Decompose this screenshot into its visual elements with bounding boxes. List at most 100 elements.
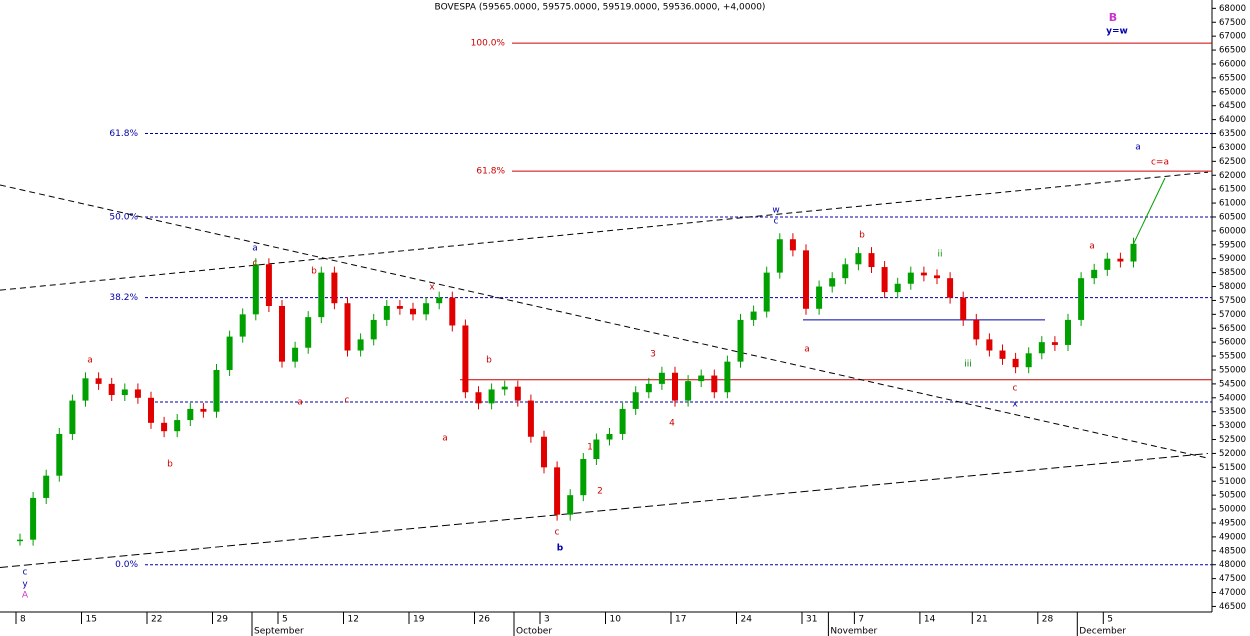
month-label: September xyxy=(254,627,304,636)
price-bar xyxy=(370,319,377,340)
y-tick-label: 63500 xyxy=(1219,129,1246,139)
price-bar xyxy=(737,319,744,362)
price-bar xyxy=(750,311,757,320)
y-tick-label: 53000 xyxy=(1219,421,1246,431)
x-tick-label: 29 xyxy=(217,615,229,625)
price-bar xyxy=(829,278,836,287)
price-bar xyxy=(213,369,220,412)
price-bar xyxy=(868,253,875,268)
y-tick-label: 62000 xyxy=(1219,171,1246,181)
wave-label: a xyxy=(804,345,810,355)
y-tick-label: 65000 xyxy=(1219,87,1246,97)
wave-label: iii xyxy=(964,360,972,370)
wave-label: 1 xyxy=(587,443,593,453)
price-bar xyxy=(1104,258,1111,270)
price-bar xyxy=(475,392,482,404)
y-tick-label: 61500 xyxy=(1219,185,1246,195)
y-tick-label: 52500 xyxy=(1219,435,1246,445)
x-tick-label: 31 xyxy=(806,615,817,625)
wave-label: a xyxy=(1089,242,1095,252)
price-bar xyxy=(907,272,914,284)
projection xyxy=(1133,177,1166,245)
wave-label: c xyxy=(23,568,28,578)
y-tick-label: 60000 xyxy=(1219,226,1246,236)
wave-label: c xyxy=(774,217,779,227)
price-bar xyxy=(999,350,1006,359)
wave-label: a xyxy=(87,356,93,366)
price-bar xyxy=(960,297,967,320)
chart-title: BOVESPA (59565.0000, 59575.0000, 59519.0… xyxy=(435,3,766,13)
price-bar xyxy=(711,375,718,393)
price-bar xyxy=(1012,358,1019,368)
price-bar xyxy=(501,386,508,390)
price-bar xyxy=(1038,342,1045,354)
price-bar xyxy=(1051,342,1058,345)
x-tick-label: 17 xyxy=(675,615,686,625)
price-bar xyxy=(148,397,154,423)
x-tick-label: 5 xyxy=(1107,615,1113,625)
y-tick-label: 62500 xyxy=(1219,157,1246,167)
price-bar xyxy=(318,272,325,318)
price-bar xyxy=(187,408,194,421)
price-bar xyxy=(344,303,351,351)
x-tick-label: 21 xyxy=(976,615,987,625)
price-bar xyxy=(986,339,993,351)
trendline xyxy=(0,184,1209,459)
y-tick-label: 56500 xyxy=(1219,324,1246,334)
price-bar xyxy=(1091,269,1098,279)
wave-label: x xyxy=(1012,400,1018,410)
price-bar xyxy=(606,433,613,440)
x-tick-label: 15 xyxy=(86,615,97,625)
y-tick-label: 51500 xyxy=(1219,463,1246,473)
y-tick-label: 51000 xyxy=(1219,477,1246,487)
price-bar xyxy=(396,306,403,309)
price-bar xyxy=(462,325,469,393)
wave-label: b xyxy=(557,544,564,554)
y-tick-label: 57000 xyxy=(1219,310,1246,320)
price-bar xyxy=(514,386,521,401)
x-tick-label: 5 xyxy=(282,615,288,625)
wave-label: c xyxy=(253,259,258,269)
price-bar xyxy=(803,250,809,309)
wave-label: c=a xyxy=(1151,158,1169,168)
price-bar xyxy=(161,422,168,432)
y-tick-label: 58000 xyxy=(1219,282,1246,292)
price-bar xyxy=(763,272,770,312)
x-tick-label: 19 xyxy=(413,615,425,625)
price-bar xyxy=(776,239,783,273)
price-bar xyxy=(672,372,678,401)
price-bar xyxy=(331,272,338,304)
price-bar xyxy=(17,539,23,542)
price-bar xyxy=(580,459,587,496)
price-bar xyxy=(95,378,102,384)
price-bar xyxy=(842,264,849,279)
wave-label: B xyxy=(1109,11,1117,24)
y-tick-label: 68000 xyxy=(1219,4,1246,14)
y-tick-label: 64000 xyxy=(1219,115,1246,125)
price-bar xyxy=(1078,278,1085,320)
y-tick-label: 55500 xyxy=(1219,352,1246,362)
y-tick-label: 47500 xyxy=(1219,574,1246,584)
price-bar xyxy=(920,272,927,276)
price-bar xyxy=(69,400,76,434)
price-bar xyxy=(1117,258,1124,262)
price-bar xyxy=(619,408,626,434)
x-tick-label: 14 xyxy=(924,615,936,625)
wave-label: c xyxy=(555,528,560,538)
trendline xyxy=(0,171,1209,291)
price-bar xyxy=(200,408,207,412)
price-bar xyxy=(108,383,115,396)
price-bar xyxy=(855,253,862,265)
price-bar xyxy=(567,495,574,515)
wave-label: c xyxy=(1013,384,1018,394)
price-bar xyxy=(252,264,259,315)
y-tick-label: 47000 xyxy=(1219,588,1246,598)
y-tick-label: 52000 xyxy=(1219,449,1246,459)
price-bar xyxy=(724,361,731,393)
price-bar xyxy=(82,378,89,401)
y-tick-label: 54000 xyxy=(1219,393,1246,403)
wave-label: 4 xyxy=(669,419,675,429)
price-bar xyxy=(541,436,547,468)
x-tick-label: 28 xyxy=(1042,615,1054,625)
